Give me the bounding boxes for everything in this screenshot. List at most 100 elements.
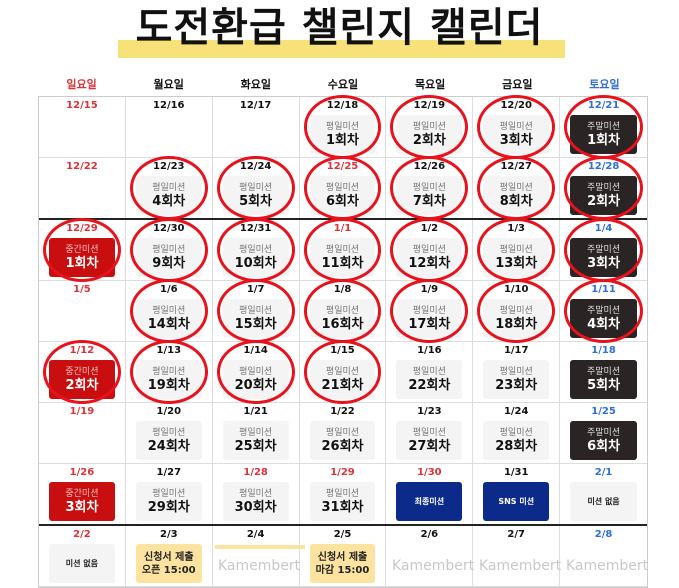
weekday-mission-badge[interactable]: 평일미션 9회차 <box>135 238 202 277</box>
day-cell[interactable]: 12/17 <box>213 97 300 157</box>
day-cell[interactable]: 1/6 평일미션 14회차 <box>126 279 213 343</box>
day-cell[interactable]: 1/11 주말미션 4회차 <box>560 279 647 343</box>
day-cell[interactable]: 12/25 평일미션 6회차 <box>300 156 387 220</box>
day-cell[interactable]: 12/24 평일미션 5회차 <box>213 156 300 220</box>
weekend-mission-badge[interactable]: 주말미션 6회차 <box>570 421 637 460</box>
day-cell[interactable]: 1/2 평일미션 12회차 <box>386 218 474 282</box>
day-cell[interactable]: 1/13 평일미션 19회차 <box>126 340 213 404</box>
weekday-mission-badge[interactable]: 평일미션 11회차 <box>309 238 376 277</box>
weekday-mission-badge[interactable]: 평일미션 15회차 <box>222 299 289 338</box>
weekday-mission-badge[interactable]: 평일미션 20회차 <box>222 360 289 399</box>
day-cell[interactable]: 12/15 <box>39 97 126 157</box>
day-cell[interactable]: 1/12 중간미션 2회차 <box>39 340 126 404</box>
day-cell[interactable]: 1/15 평일미션 21회차 <box>300 340 387 404</box>
weekday-mission-badge[interactable]: 평일미션 18회차 <box>483 299 550 338</box>
day-cell[interactable]: 12/23 평일미션 4회차 <box>126 156 213 220</box>
day-cell[interactable]: 2/6 <box>386 526 474 586</box>
apply-mission-badge[interactable]: 신청서 제출 오픈 15:00 <box>135 544 202 583</box>
day-cell[interactable]: 2/8 <box>560 526 647 586</box>
day-cell[interactable]: 1/9 평일미션 17회차 <box>386 279 474 343</box>
weekday-mission-badge[interactable]: 평일미션 16회차 <box>309 299 376 338</box>
weekday-mission-badge[interactable]: 평일미션 25회차 <box>222 421 289 460</box>
apply-mission-badge[interactable]: 신청서 제출 마감 15:00 <box>309 544 376 583</box>
day-cell[interactable]: 1/10 평일미션 18회차 <box>473 279 561 343</box>
weekday-mission-badge[interactable]: 평일미션 3회차 <box>483 115 550 154</box>
weekday-mission-badge[interactable]: 평일미션 5회차 <box>222 176 289 215</box>
weekday-mission-badge[interactable]: 평일미션 30회차 <box>222 482 289 521</box>
day-cell[interactable]: 1/4 주말미션 3회차 <box>560 218 647 282</box>
day-cell[interactable]: 1/21 평일미션 25회차 <box>213 403 300 463</box>
weekday-mission-badge[interactable]: 평일미션 22회차 <box>396 360 463 399</box>
day-cell[interactable]: 2/7 <box>473 526 561 586</box>
weekend-mission-badge[interactable]: 주말미션 3회차 <box>570 238 637 277</box>
weekday-mission-badge[interactable]: 평일미션 28회차 <box>483 421 550 460</box>
day-cell[interactable]: 2/1 미션 없음 <box>560 464 647 524</box>
day-cell[interactable]: 12/18 평일미션 1회차 <box>300 95 387 159</box>
day-cell[interactable]: 2/3 신청서 제출 오픈 15:00 <box>126 526 213 586</box>
day-cell[interactable]: 1/5 <box>39 281 126 341</box>
weekday-mission-badge[interactable]: 평일미션 27회차 <box>396 421 463 460</box>
weekend-mission-badge[interactable]: 주말미션 5회차 <box>570 360 637 399</box>
weekday-mission-badge[interactable]: 평일미션 17회차 <box>396 299 463 338</box>
weekday-mission-badge[interactable]: 평일미션 4회차 <box>135 176 202 215</box>
weekday-mission-badge[interactable]: 평일미션 6회차 <box>309 176 376 215</box>
day-cell[interactable]: 1/24 평일미션 28회차 <box>473 403 561 463</box>
mid-mission-badge[interactable]: 중간미션 3회차 <box>49 482 115 521</box>
day-cell[interactable]: 12/26 평일미션 7회차 <box>386 156 474 220</box>
day-cell[interactable]: 1/30 최종미션 <box>386 464 474 524</box>
day-cell[interactable]: 12/20 평일미션 3회차 <box>473 95 561 159</box>
weekday-mission-badge[interactable]: 평일미션 1회차 <box>309 115 376 154</box>
weekday-mission-badge[interactable]: 평일미션 13회차 <box>483 238 550 277</box>
day-cell[interactable]: 1/28 평일미션 30회차 <box>213 464 300 524</box>
weekday-mission-badge[interactable]: 평일미션 21회차 <box>309 360 376 399</box>
day-cell[interactable]: 1/25 주말미션 6회차 <box>560 403 647 463</box>
none-mission-badge[interactable]: 미션 없음 <box>570 482 637 521</box>
weekday-mission-badge[interactable]: 평일미션 31회차 <box>309 482 376 521</box>
none-mission-badge[interactable]: 미션 없음 <box>49 544 115 583</box>
weekday-mission-badge[interactable]: 평일미션 24회차 <box>135 421 202 460</box>
weekend-mission-badge[interactable]: 주말미션 1회차 <box>570 115 637 154</box>
day-cell[interactable]: 12/16 <box>126 97 213 157</box>
day-cell[interactable]: 12/28 주말미션 2회차 <box>560 156 647 220</box>
final-mission-badge[interactable]: 최종미션 <box>396 482 463 521</box>
day-cell[interactable]: 1/1 평일미션 11회차 <box>300 218 387 282</box>
weekday-mission-badge[interactable]: 평일미션 19회차 <box>135 360 202 399</box>
day-cell[interactable]: 1/14 평일미션 20회차 <box>213 340 300 404</box>
day-cell[interactable]: 12/27 평일미션 8회차 <box>473 156 561 220</box>
mid-mission-badge[interactable]: 중간미션 1회차 <box>49 238 115 277</box>
day-cell[interactable]: 1/26 중간미션 3회차 <box>39 464 126 524</box>
day-cell[interactable]: 1/8 평일미션 16회차 <box>300 279 387 343</box>
day-cell[interactable]: 1/7 평일미션 15회차 <box>213 279 300 343</box>
weekday-mission-badge[interactable]: 평일미션 14회차 <box>135 299 202 338</box>
weekday-mission-badge[interactable]: 평일미션 12회차 <box>396 238 463 277</box>
day-cell[interactable]: 12/31 평일미션 10회차 <box>213 218 300 282</box>
day-cell[interactable]: 2/2 미션 없음 <box>39 526 126 586</box>
day-cell[interactable]: 12/21 주말미션 1회차 <box>560 95 647 159</box>
day-cell[interactable]: 12/19 평일미션 2회차 <box>386 95 474 159</box>
weekday-mission-badge[interactable]: 평일미션 8회차 <box>483 176 550 215</box>
day-cell[interactable]: 1/23 평일미션 27회차 <box>386 403 474 463</box>
weekend-mission-badge[interactable]: 주말미션 4회차 <box>570 299 637 338</box>
weekday-mission-badge[interactable]: 평일미션 2회차 <box>396 115 463 154</box>
day-cell[interactable]: 2/4 <box>213 526 300 586</box>
day-cell[interactable]: 12/22 <box>39 158 126 218</box>
day-cell[interactable]: 1/19 <box>39 403 126 463</box>
day-cell[interactable]: 12/29 중간미션 1회차 <box>39 218 126 282</box>
weekday-mission-badge[interactable]: 평일미션 23회차 <box>483 360 550 399</box>
weekday-mission-badge[interactable]: 평일미션 7회차 <box>396 176 463 215</box>
day-cell[interactable]: 1/18 주말미션 5회차 <box>560 342 647 402</box>
mid-mission-badge[interactable]: 중간미션 2회차 <box>49 360 115 399</box>
day-cell[interactable]: 12/30 평일미션 9회차 <box>126 218 213 282</box>
weekday-mission-badge[interactable]: 평일미션 10회차 <box>222 238 289 277</box>
weekday-mission-badge[interactable]: 평일미션 29회차 <box>135 482 202 521</box>
final-mission-badge[interactable]: SNS 미션 <box>483 482 550 521</box>
day-cell[interactable]: 1/20 평일미션 24회차 <box>126 403 213 463</box>
day-cell[interactable]: 1/16 평일미션 22회차 <box>386 342 474 402</box>
day-cell[interactable]: 1/22 평일미션 26회차 <box>300 403 387 463</box>
day-cell[interactable]: 1/27 평일미션 29회차 <box>126 464 213 524</box>
day-cell[interactable]: 1/29 평일미션 31회차 <box>300 464 387 524</box>
day-cell[interactable]: 2/5 신청서 제출 마감 15:00 <box>300 526 387 586</box>
weekday-mission-badge[interactable]: 평일미션 26회차 <box>309 421 376 460</box>
weekend-mission-badge[interactable]: 주말미션 2회차 <box>570 176 637 215</box>
day-cell[interactable]: 1/17 평일미션 23회차 <box>473 342 561 402</box>
